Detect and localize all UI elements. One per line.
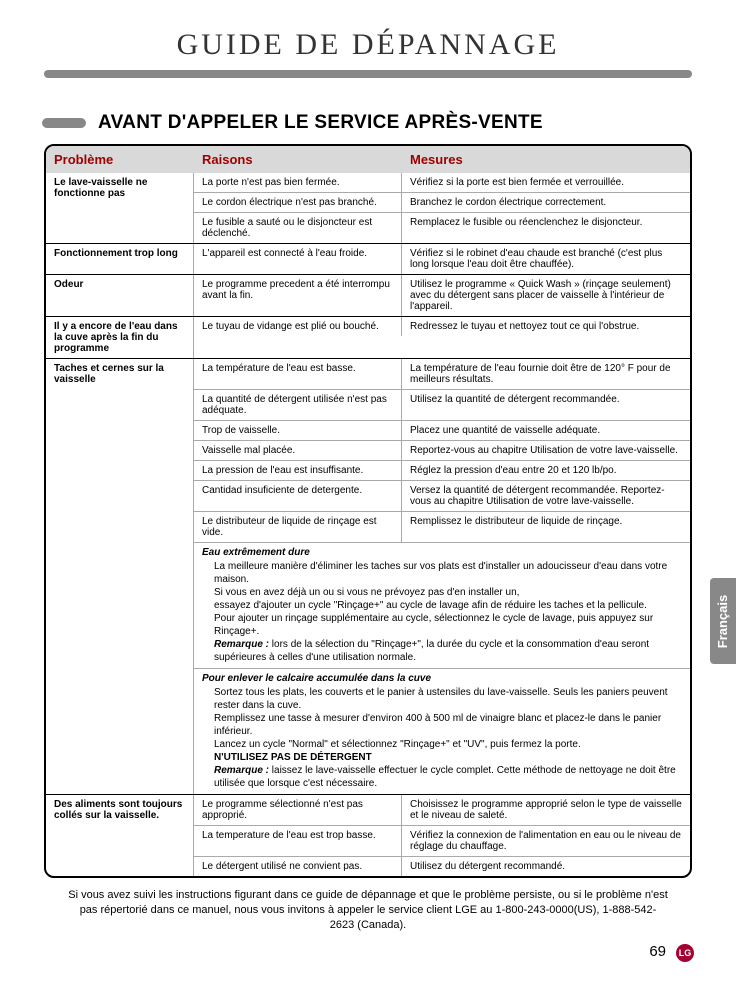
reason-action-row: Le fusible a sauté ou le disjoncteur est… <box>194 212 690 243</box>
table-row: Il y a encore de l'eau dans la cuve aprè… <box>46 316 690 358</box>
action-cell: Versez la quantité de détergent recomman… <box>402 481 690 511</box>
reason-action-row: Le détergent utilisé ne convient pas.Uti… <box>194 856 690 876</box>
action-cell: Utilisez du détergent recommandé. <box>402 857 690 876</box>
reason-action-row: Le tuyau de vidange est plié ou bouché.R… <box>194 317 690 336</box>
note-line: Sortez tous les plats, les couverts et l… <box>202 686 682 712</box>
reason-cell: Le cordon électrique n'est pas branché. <box>194 193 402 212</box>
action-cell: Reportez-vous au chapitre Utilisation de… <box>402 441 690 460</box>
note-line: Si vous en avez déjà un ou si vous ne pr… <box>202 586 682 599</box>
reason-cell: Le programme precedent a été interrompu … <box>194 275 402 316</box>
reason-action-row: Cantidad insuficiente de detergente.Vers… <box>194 480 690 511</box>
action-cell: Remplissez le distributeur de liquide de… <box>402 512 690 542</box>
reason-action-group: L'appareil est connecté à l'eau froide.V… <box>194 244 690 274</box>
reason-action-row: Trop de vaisselle.Placez une quantité de… <box>194 420 690 440</box>
language-tab: Français <box>710 578 736 664</box>
note-block: Eau extrêmement dure La meilleure manière… <box>194 542 690 668</box>
reason-action-row: Le distributeur de liquide de rinçage es… <box>194 511 690 542</box>
note-header: Pour enlever le calcaire accumulée dans … <box>202 673 682 684</box>
reason-cell: La temperature de l'eau est trop basse. <box>194 826 402 856</box>
reason-cell: Le distributeur de liquide de rinçage es… <box>194 512 402 542</box>
section-title: AVANT D'APPELER LE SERVICE APRÈS-VENTE <box>98 112 543 134</box>
problem-cell: Odeur <box>46 275 194 316</box>
problem-cell: Il y a encore de l'eau dans la cuve aprè… <box>46 317 194 358</box>
action-cell: Placez une quantité de vaisselle adéquat… <box>402 421 690 440</box>
reason-action-row: La pression de l'eau est insuffisante.Ré… <box>194 460 690 480</box>
title-underline <box>44 70 692 78</box>
reason-cell: La température de l'eau est basse. <box>194 359 402 389</box>
reason-cell: L'appareil est connecté à l'eau froide. <box>194 244 402 274</box>
action-cell: Branchez le cordon électrique correcteme… <box>402 193 690 212</box>
problem-cell: Des aliments sont toujours collés sur la… <box>46 795 194 876</box>
reason-cell: Le programme sélectionné n'est pas appro… <box>194 795 402 825</box>
note-line: N'UTILISEZ PAS DE DÉTERGENT <box>202 751 682 764</box>
table-row: Fonctionnement trop longL'appareil est c… <box>46 243 690 274</box>
troubleshooting-table: Problème Raisons Mesures Le lave-vaissel… <box>44 144 692 878</box>
note-line: Pour ajouter un rinçage supplémentaire a… <box>202 612 682 638</box>
problem-cell: Fonctionnement trop long <box>46 244 194 274</box>
note-remark: Remarque : laissez le lave-vaisselle eff… <box>202 764 682 790</box>
note-header: Eau extrêmement dure <box>202 547 682 558</box>
action-cell: La température de l'eau fournie doit êtr… <box>402 359 690 389</box>
action-cell: Vérifiez si la porte est bien fermée et … <box>402 173 690 192</box>
reason-cell: Le détergent utilisé ne convient pas. <box>194 857 402 876</box>
reason-action-row: La temperature de l'eau est trop basse.V… <box>194 825 690 856</box>
reason-cell: La porte n'est pas bien fermée. <box>194 173 402 192</box>
note-line: La meilleure manière d'éliminer les tach… <box>202 560 682 586</box>
table-row: Le lave-vaisselle ne fonctionne pasLa po… <box>46 173 690 243</box>
reason-action-row: La porte n'est pas bien fermée.Vérifiez … <box>194 173 690 192</box>
reason-action-group: La température de l'eau est basse.La tem… <box>194 359 690 794</box>
reason-cell: Le tuyau de vidange est plié ou bouché. <box>194 317 402 336</box>
reason-action-group: Le programme sélectionné n'est pas appro… <box>194 795 690 876</box>
action-cell: Vérifiez la connexion de l'alimentation … <box>402 826 690 856</box>
reason-action-group: Le programme precedent a été interrompu … <box>194 275 690 316</box>
section-header: AVANT D'APPELER LE SERVICE APRÈS-VENTE <box>42 112 736 134</box>
header-action: Mesures <box>402 146 690 173</box>
problem-cell: Taches et cernes sur la vaisselle <box>46 359 194 794</box>
note-line: essayez d'ajouter un cycle "Rinçage+" au… <box>202 599 682 612</box>
problem-cell: Le lave-vaisselle ne fonctionne pas <box>46 173 194 243</box>
page-title: GUIDE DE DÉPANNAGE <box>0 28 736 62</box>
action-cell: Choisissez le programme approprié selon … <box>402 795 690 825</box>
note-remark: Remarque : lors de la sélection du "Rinç… <box>202 638 682 664</box>
reason-cell: La pression de l'eau est insuffisante. <box>194 461 402 480</box>
reason-action-row: Le programme sélectionné n'est pas appro… <box>194 795 690 825</box>
reason-action-row: Vaisselle mal placée.Reportez-vous au ch… <box>194 440 690 460</box>
header-problem: Problème <box>46 146 194 173</box>
lg-logo: LG <box>676 944 694 962</box>
note-line: Lancez un cycle "Normal" et sélectionnez… <box>202 738 682 751</box>
action-cell: Redressez le tuyau et nettoyez tout ce q… <box>402 317 690 336</box>
reason-cell: Trop de vaisselle. <box>194 421 402 440</box>
action-cell: Réglez la pression d'eau entre 20 et 120… <box>402 461 690 480</box>
table-row: OdeurLe programme precedent a été interr… <box>46 274 690 316</box>
reason-cell: La quantité de détergent utilisée n'est … <box>194 390 402 420</box>
table-body: Le lave-vaisselle ne fonctionne pasLa po… <box>46 173 690 876</box>
reason-action-row: Le cordon électrique n'est pas branché.B… <box>194 192 690 212</box>
action-cell: Vérifiez si le robinet d'eau chaude est … <box>402 244 690 274</box>
reason-cell: Le fusible a sauté ou le disjoncteur est… <box>194 213 402 243</box>
reason-action-group: La porte n'est pas bien fermée.Vérifiez … <box>194 173 690 243</box>
note-line: Remplissez une tasse à mesurer d'environ… <box>202 712 682 738</box>
note-block: Pour enlever le calcaire accumulée dans … <box>194 668 690 794</box>
reason-action-row: La quantité de détergent utilisée n'est … <box>194 389 690 420</box>
table-header-row: Problème Raisons Mesures <box>46 146 690 173</box>
reason-cell: Vaisselle mal placée. <box>194 441 402 460</box>
section-bullet <box>42 118 86 128</box>
table-row: Des aliments sont toujours collés sur la… <box>46 794 690 876</box>
action-cell: Utilisez la quantité de détergent recomm… <box>402 390 690 420</box>
reason-action-row: Le programme precedent a été interrompu … <box>194 275 690 316</box>
action-cell: Utilisez le programme « Quick Wash » (ri… <box>402 275 690 316</box>
reason-cell: Cantidad insuficiente de detergente. <box>194 481 402 511</box>
page-number: 69 <box>649 943 666 960</box>
footer-note: Si vous avez suivi les instructions figu… <box>68 888 668 933</box>
table-row: Taches et cernes sur la vaisselleLa temp… <box>46 358 690 794</box>
reason-action-group: Le tuyau de vidange est plié ou bouché.R… <box>194 317 690 358</box>
language-tab-label: Français <box>716 594 731 647</box>
action-cell: Remplacez le fusible ou réenclenchez le … <box>402 213 690 243</box>
header-reason: Raisons <box>194 146 402 173</box>
reason-action-row: La température de l'eau est basse.La tem… <box>194 359 690 389</box>
reason-action-row: L'appareil est connecté à l'eau froide.V… <box>194 244 690 274</box>
